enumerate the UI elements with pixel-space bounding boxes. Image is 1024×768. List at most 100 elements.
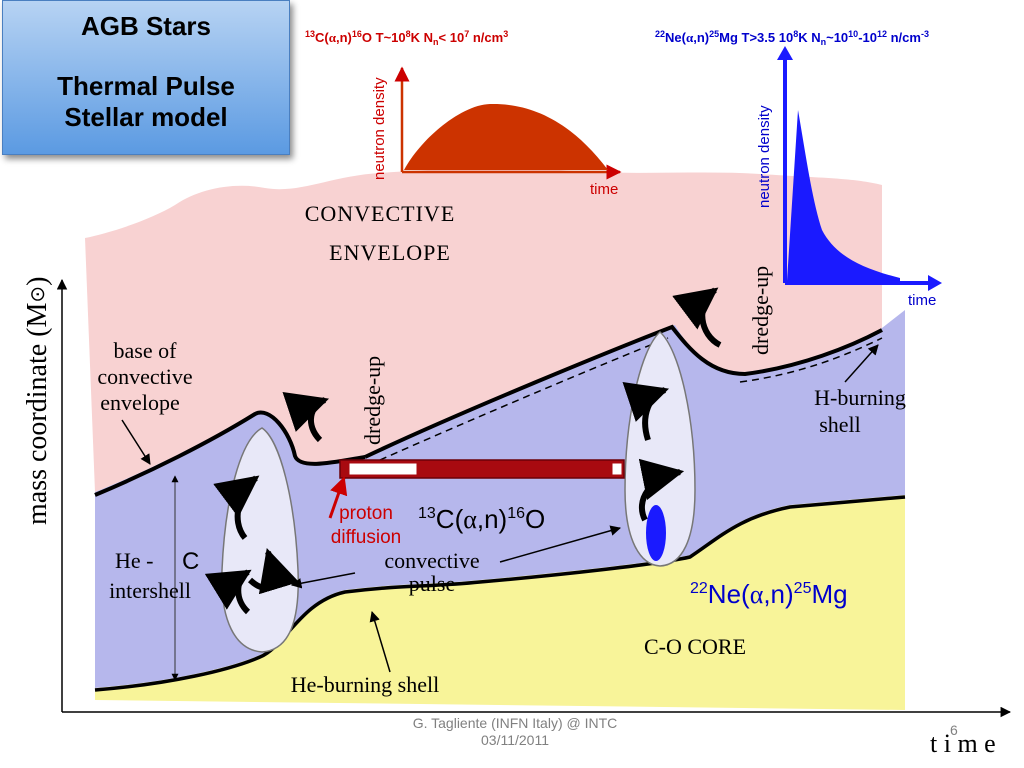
ilh-sup1: 13	[305, 29, 315, 39]
pulse-label-1: convective	[384, 548, 479, 573]
ilh-a: C(	[315, 30, 329, 45]
irh-sup5: 12	[877, 29, 887, 39]
dredge-up-label-left: dredge-up	[360, 356, 385, 445]
irh-sup3: 8	[793, 29, 798, 39]
ilh-d: K N	[411, 30, 433, 45]
ne22-part-a: Ne(	[708, 579, 750, 609]
irh-f: -10	[858, 30, 877, 45]
inset-left-header: 13C(α,n)16O T~108K Nn< 107 n/cm3	[305, 29, 508, 47]
irh-d: K N	[798, 30, 820, 45]
circulation-arrow-icon	[204, 569, 252, 615]
proton-label-2: diffusion	[331, 527, 401, 548]
he-burning-shell-line	[94, 495, 906, 692]
irh-sub: n	[821, 37, 827, 47]
core-label: C-O CORE	[644, 634, 746, 659]
intershell-label-2: intershell	[109, 578, 191, 603]
ne22-sup-25: 25	[794, 580, 812, 597]
ilh-alpha: α	[329, 30, 337, 45]
he-burning-shell-label: He-burning shell	[291, 672, 439, 697]
c13-part-b: ,n)	[477, 504, 507, 534]
h-burning-dash-2	[739, 337, 883, 383]
intershell-label-c: C	[182, 548, 199, 575]
he-burning-pointer-line	[369, 610, 391, 673]
c13-alpha: α	[463, 505, 477, 534]
c13-pocket-tip	[611, 462, 623, 476]
irh-c: Mg T>3.5 10	[719, 30, 793, 45]
ilh-sub: n	[433, 37, 439, 47]
ne22-alpha: α	[750, 580, 764, 609]
slide-footer: G. Tagliente (INFN Italy) @ INTC 03/11/2…	[360, 715, 670, 749]
base-label-2: convective	[97, 364, 192, 389]
ne22-part-b: ,n)	[763, 579, 793, 609]
y-axis-label-close: )	[22, 277, 53, 286]
title-box: AGB Stars Thermal Pulse Stellar model	[2, 0, 290, 155]
ilh-sup2: 16	[352, 29, 362, 39]
envelope-base-line	[94, 410, 366, 497]
intershell-label-1: He -	[115, 548, 153, 573]
c13-sup-13: 13	[418, 505, 436, 522]
irh-g: n/cm	[887, 30, 921, 45]
inset-left-neutron-curve	[404, 103, 608, 170]
slide-subtitle-line1: Thermal Pulse	[57, 71, 235, 101]
pulse-label-2: pulse	[409, 571, 455, 596]
ne22-burning-spot	[646, 505, 666, 561]
footer-author: G. Tagliente (INFN Italy) @ INTC	[412, 715, 618, 731]
circulation-arrow-icon	[638, 458, 685, 522]
inset-left-y-label: neutron density	[371, 77, 388, 180]
x-axis-label: t i m e	[930, 729, 996, 758]
inset-right-y-arrowhead	[777, 46, 793, 60]
irh-alpha: α	[686, 30, 694, 45]
envelope-base-line-2	[364, 324, 883, 459]
pulse-pointer-left	[290, 572, 356, 589]
ilh-c: O T~10	[362, 30, 406, 45]
irh-sup4: 10	[848, 29, 858, 39]
y-axis-label: mass coordinate (M⊙)	[22, 277, 53, 525]
ilh-e: < 10	[439, 30, 465, 45]
circulation-arrow-icon	[622, 382, 669, 441]
h-burning-label-1: H-burning	[814, 385, 906, 410]
c13-part-a: C(	[436, 504, 464, 534]
dredge-up-label-right: dredge-up	[748, 266, 773, 355]
c13-part-c: O	[525, 504, 545, 534]
ne22-reaction-label: 22Ne(α,n)25Mg	[690, 579, 848, 609]
inset-right-header: 22Ne(α,n)25Mg T>3.5 108K Nn~1010-1012 n/…	[655, 29, 929, 47]
circulation-arrow-icon	[247, 547, 300, 595]
sun-symbol-icon: ⊙	[27, 286, 49, 303]
envelope-label-1: CONVECTIVE	[305, 201, 456, 226]
ilh-sup5: 3	[503, 29, 508, 39]
ne22-sup-22: 22	[690, 580, 708, 597]
irh-e: ~10	[826, 30, 848, 45]
dredge-up-arrow-icon	[672, 287, 722, 348]
inset-right-y-label: neutron density	[756, 105, 773, 208]
irh-a: Ne(	[665, 30, 687, 45]
slide-title: AGB Stars	[80, 11, 212, 41]
inset-right-neutron-curve	[787, 110, 900, 281]
ilh-sup4: 7	[464, 29, 469, 39]
c13-reaction-label: 13C(α,n)16O	[418, 504, 545, 534]
irh-sup2: 25	[709, 29, 719, 39]
proton-diffusion-arrow	[328, 476, 348, 519]
h-burning-dash-1	[379, 337, 669, 461]
ilh-b: ,n)	[336, 30, 352, 45]
irh-sup6: -3	[921, 29, 929, 39]
footer-date: 03/11/2011	[481, 732, 549, 748]
inset-right-x-arrowhead	[928, 275, 942, 291]
y-axis-label-text: mass coordinate (M	[22, 303, 53, 525]
slide-subtitle-line2: Stellar model	[64, 102, 228, 132]
irh-b: ,n)	[693, 30, 709, 45]
dredge-up-arrow-icon	[282, 392, 329, 443]
ne22-part-c: Mg	[811, 579, 847, 609]
base-pointer-line	[121, 419, 151, 465]
inset-left-x-label: time	[590, 181, 618, 198]
c13-sup-16: 16	[507, 505, 525, 522]
slide-subtitle: Thermal Pulse Stellar model	[3, 71, 289, 133]
h-burning-label-2: shell	[819, 412, 861, 437]
pulse-pointer-right	[499, 525, 622, 563]
base-label-1: base of	[114, 338, 178, 363]
proton-label-1: proton	[339, 503, 393, 524]
base-label-3: envelope	[100, 390, 179, 415]
ilh-f: n/cm	[469, 30, 503, 45]
h-burning-pointer-line	[844, 344, 879, 383]
ilh-sup3: 8	[406, 29, 411, 39]
